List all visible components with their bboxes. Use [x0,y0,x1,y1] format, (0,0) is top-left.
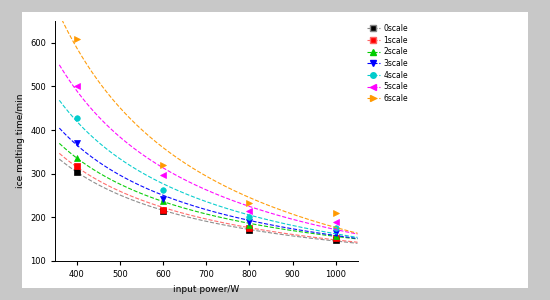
FancyBboxPatch shape [22,12,528,288]
Y-axis label: ice melting time/min: ice melting time/min [15,94,25,188]
X-axis label: input power/W: input power/W [173,285,239,294]
Legend: 0scale, 1scale, 2scale, 3scale, 4scale, 5scale, 6scale: 0scale, 1scale, 2scale, 3scale, 4scale, … [364,21,411,106]
